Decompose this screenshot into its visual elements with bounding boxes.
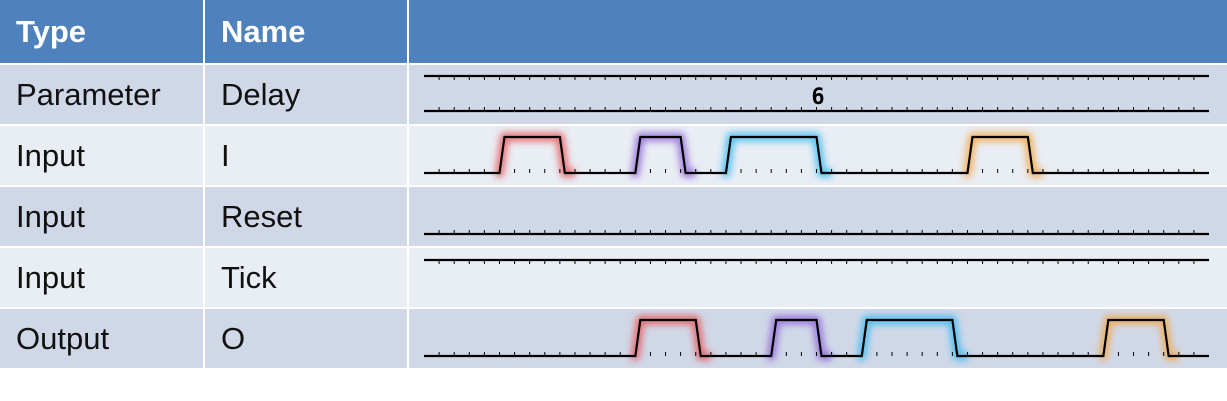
tick-marks <box>438 260 1195 264</box>
table-row: Parameter Delay <box>0 65 1227 124</box>
row-name: Reset <box>205 187 407 246</box>
header-type: Type <box>0 0 203 63</box>
delay-value-label: 6 <box>811 85 824 110</box>
row-type: Output <box>0 309 203 368</box>
pulse-train <box>424 318 1209 358</box>
row-type: Parameter <box>0 65 203 124</box>
header-waveform <box>409 0 1227 63</box>
timing-waveforms: 6 <box>424 74 1209 361</box>
row-type: Input <box>0 126 203 185</box>
row-name: Delay <box>205 65 407 124</box>
tick-marks <box>438 230 1195 234</box>
row-name: Tick <box>205 248 407 307</box>
row-name: I <box>205 126 407 185</box>
pulse-glow-blue <box>721 132 832 178</box>
pulse-highlights <box>494 132 1179 361</box>
pulse-glow-blue <box>857 315 968 361</box>
row-type: Input <box>0 248 203 307</box>
waveform-cell <box>409 248 1227 307</box>
pulse-train <box>424 135 1209 175</box>
header-name: Name <box>205 0 407 63</box>
table-row: Input Reset <box>0 187 1227 246</box>
table-row: Input Tick <box>0 248 1227 307</box>
waveform-cell <box>409 65 1227 124</box>
row-name: O <box>205 309 407 368</box>
row-type: Input <box>0 187 203 246</box>
tick-marks <box>438 107 1195 111</box>
tick-marks <box>438 352 1195 356</box>
tick-marks <box>438 169 1195 173</box>
waveform-cell <box>409 187 1227 246</box>
tick-marks <box>438 76 1195 80</box>
signal-lines <box>424 74 1209 358</box>
table-header: Type Name <box>0 0 1227 63</box>
